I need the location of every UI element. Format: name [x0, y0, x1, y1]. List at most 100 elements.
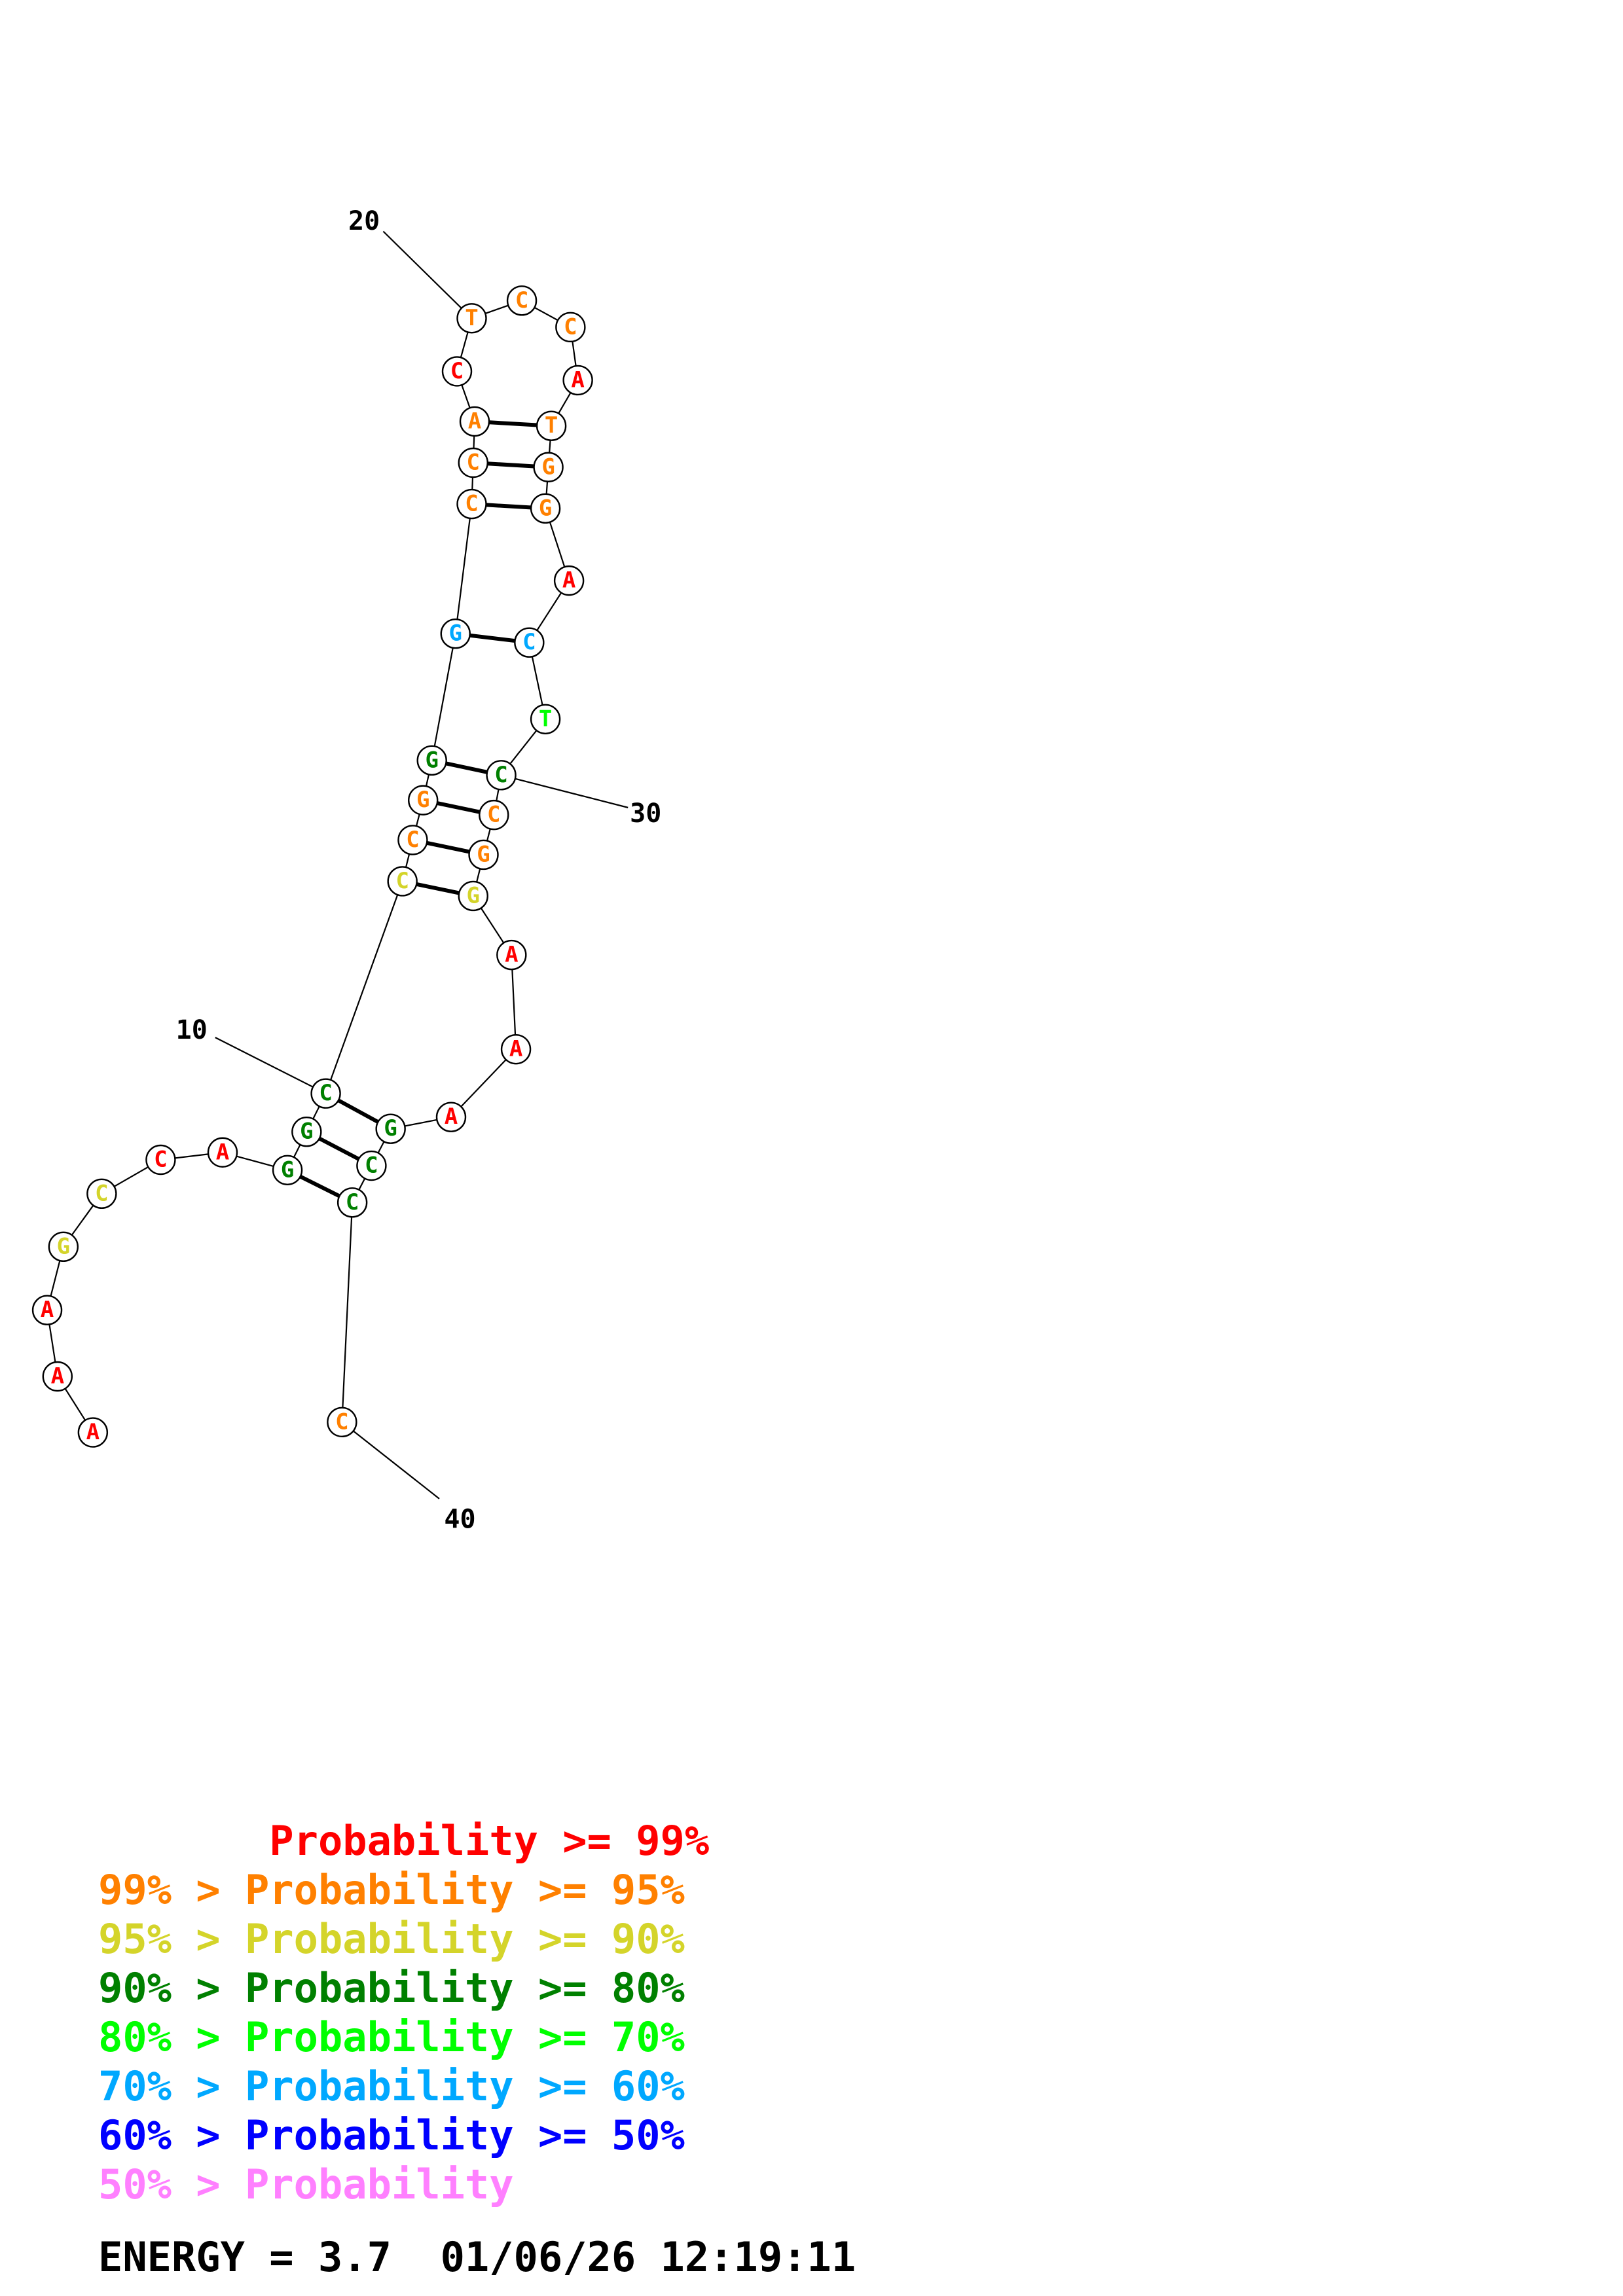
nucleotide-letter: A	[41, 1297, 54, 1323]
nucleotide-letter: G	[449, 620, 462, 647]
position-number-30: 30	[630, 798, 661, 829]
legend-prefix: 80% >	[98, 2013, 245, 2061]
nucleotide-circle	[440, 618, 471, 649]
nucleotide-34: A	[496, 939, 527, 971]
nucleotide-letter: T	[539, 706, 552, 732]
legend-row: 99% > Probability >= 95%	[98, 1865, 709, 1914]
position-tick	[215, 1037, 327, 1094]
nucleotide-letter: C	[335, 1408, 348, 1435]
nucleotide-letter: C	[465, 491, 478, 517]
nucleotide-letter: A	[468, 408, 481, 434]
nucleotide-circle	[468, 839, 499, 870]
nucleotide-16: C	[456, 488, 487, 520]
legend-row: 50% > Probability	[98, 2160, 709, 2209]
nucleotide-letter: A	[505, 942, 518, 968]
nucleotide-circle	[459, 406, 490, 437]
backbone-segment	[454, 503, 473, 634]
nucleotide-19: C	[441, 356, 473, 387]
nucleotide-circle	[496, 939, 527, 971]
legend-label: Probability >= 99%	[269, 1817, 710, 1865]
nucleotide-circle	[416, 745, 447, 776]
nucleotide-21: C	[506, 285, 538, 316]
nucleotide-circle	[145, 1144, 176, 1175]
backbone-segment	[325, 881, 403, 1094]
position-number-20: 20	[348, 206, 380, 236]
legend-prefix	[98, 1817, 269, 1865]
nucleotide-letter: A	[445, 1103, 458, 1130]
nucleotide-circle	[562, 365, 593, 396]
nucleotide-40: C	[327, 1407, 357, 1437]
nucleotide-circle	[387, 866, 418, 897]
nucleotide-6: C	[145, 1144, 176, 1175]
nucleotide-letter: C	[346, 1189, 359, 1215]
nucleotide-letter: T	[465, 305, 478, 331]
backbone-segment	[431, 633, 456, 761]
nucleotide-circle	[310, 1078, 341, 1109]
nucleotide-30: C	[486, 760, 517, 791]
nucleotide-circle	[408, 785, 439, 816]
nucleotide-letter: G	[416, 787, 429, 813]
nucleotide-circle	[337, 1187, 368, 1218]
nucleotide-letter: C	[95, 1180, 108, 1206]
legend-label: Probability >= 95%	[244, 1866, 685, 1914]
probability-legend: Probability >= 99% 99% > Probability >= 9…	[98, 1816, 709, 2209]
nucleotide-7: A	[207, 1137, 238, 1168]
legend-label: Probability >= 90%	[244, 1915, 685, 1963]
nucleotide-circle	[456, 303, 487, 334]
legend-prefix: 90% >	[98, 1964, 245, 2012]
nucleotide-circle	[553, 565, 585, 596]
nucleotide-13: G	[408, 785, 439, 816]
nucleotide-25: G	[533, 452, 564, 482]
nucleotide-circle	[356, 1150, 387, 1181]
nucleotide-circle	[327, 1407, 357, 1437]
nucleotide-33: G	[458, 880, 488, 912]
nucleotide-39: C	[337, 1187, 368, 1218]
nucleotide-letter: T	[545, 412, 558, 439]
position-ticks: 10 20 30 40	[176, 206, 662, 1535]
nucleotide-23: A	[562, 365, 593, 396]
nucleotide-circle	[555, 312, 586, 343]
nucleotide-26: G	[530, 493, 561, 524]
nucleotide-1: A	[77, 1417, 109, 1448]
position-tick	[382, 230, 473, 319]
nucleotide-24: T	[536, 410, 567, 441]
nucleotide-37: G	[375, 1113, 406, 1144]
nucleotide-letter: G	[541, 454, 555, 480]
nucleotide-letter: G	[425, 747, 438, 773]
nucleotide-letter: G	[57, 1233, 70, 1259]
legend-row: 95% > Probability >= 90%	[98, 1914, 709, 1964]
nucleotide-letter: C	[406, 827, 419, 853]
energy-label: ENERGY = 3.7 01/06/26 12:19:11	[98, 2233, 856, 2281]
legend-label: Probability >= 60%	[244, 2062, 685, 2110]
nucleotide-letter: A	[509, 1036, 522, 1062]
nucleotide-36: A	[435, 1102, 467, 1132]
legend-label: Probability >= 50%	[244, 2111, 685, 2159]
legend-row: Probability >= 99%	[98, 1816, 709, 1865]
nucleotide-circle	[536, 410, 567, 441]
nucleotide-circle	[514, 627, 545, 658]
nucleotide-letter: G	[539, 495, 552, 521]
nucleotide-letter: C	[522, 629, 536, 655]
nucleotide-letter: C	[494, 762, 507, 788]
position-tick	[341, 1421, 440, 1499]
nucleotide-circle	[456, 488, 487, 520]
nucleotide-letter: G	[281, 1157, 294, 1183]
nucleotide-circle	[458, 447, 488, 478]
legend-prefix: 70% >	[98, 2062, 245, 2110]
legend-prefix: 99% >	[98, 1866, 245, 1914]
nucleotide-11: C	[387, 866, 418, 897]
nucleotide-letter: G	[384, 1115, 397, 1141]
nucleotide-circle	[533, 452, 564, 482]
nucleotide-27: A	[553, 565, 585, 596]
nucleotide-letter: G	[477, 841, 490, 867]
nucleotide-letter: C	[467, 450, 480, 476]
nucleotide-17: C	[458, 447, 488, 478]
legend-label: Probability >= 80%	[244, 1964, 685, 2012]
legend-prefix: 50% >	[98, 2161, 245, 2208]
nucleotide-29: T	[530, 704, 561, 734]
nucleotide-letter: A	[562, 567, 575, 594]
nucleotide-letter: C	[154, 1147, 167, 1173]
nucleotide-letter: C	[319, 1080, 332, 1106]
nucleotide-12: C	[397, 825, 428, 855]
